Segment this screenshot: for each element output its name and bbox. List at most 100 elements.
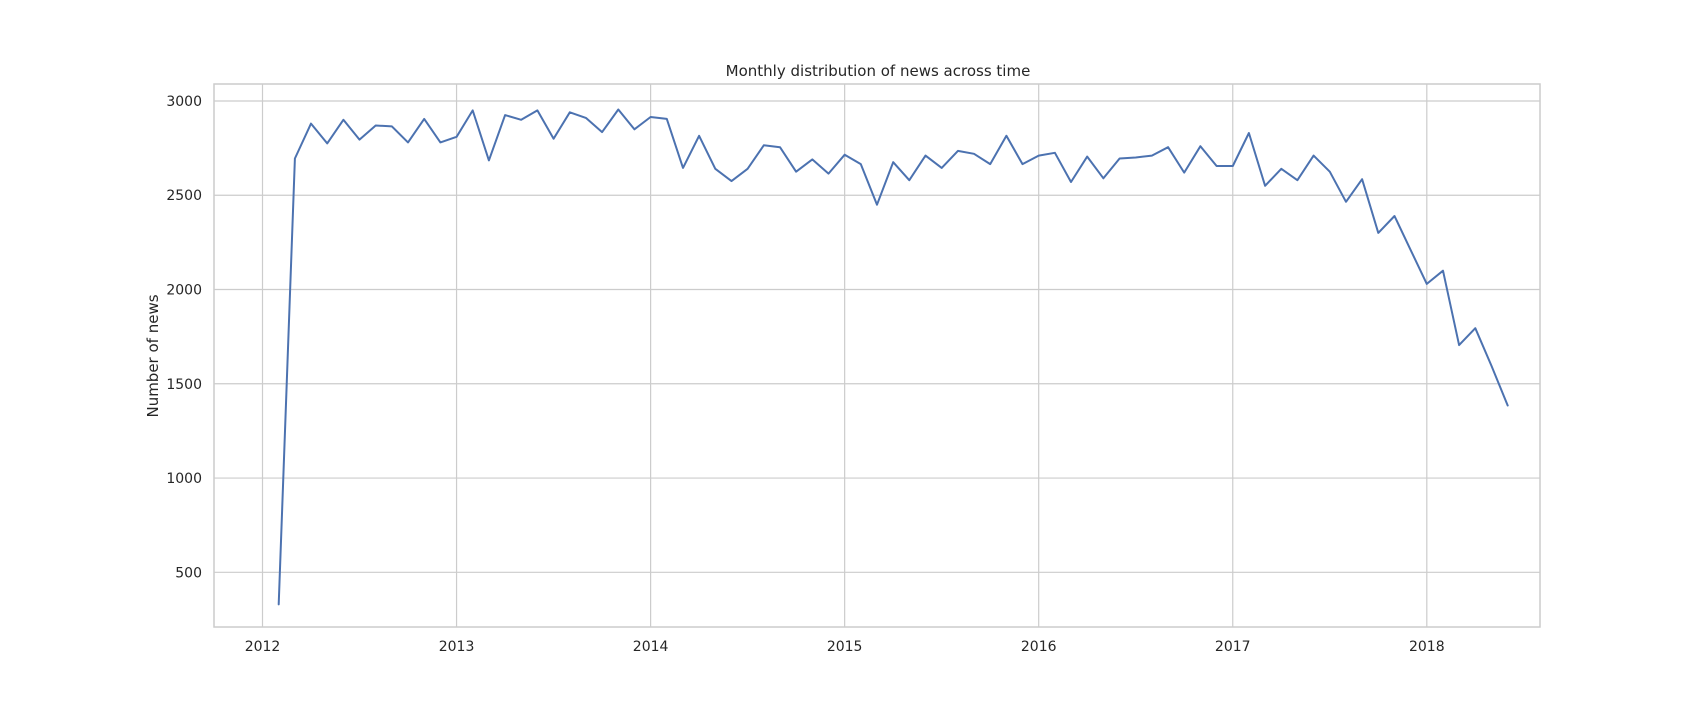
data-point <box>1458 344 1460 346</box>
data-point <box>1232 165 1234 167</box>
data-point <box>892 161 894 163</box>
data-point <box>941 167 943 169</box>
data-point <box>359 139 361 141</box>
data-point <box>795 171 797 173</box>
data-point <box>973 153 975 155</box>
x-tick-label: 2015 <box>827 639 863 655</box>
data-point <box>1329 171 1331 173</box>
grid-lines <box>214 84 1540 627</box>
data-point <box>828 173 830 175</box>
data-point <box>569 111 571 113</box>
data-point <box>1167 146 1169 148</box>
x-tick-label: 2013 <box>439 639 475 655</box>
data-point <box>1345 201 1347 203</box>
data-point <box>876 204 878 206</box>
data-point <box>908 179 910 181</box>
data-point <box>375 125 377 127</box>
data-point <box>1119 158 1121 160</box>
data-point <box>536 109 538 111</box>
y-tick-label: 3000 <box>166 94 202 110</box>
x-tick-label: 2017 <box>1215 639 1251 655</box>
y-axis-label: Number of news <box>144 294 162 417</box>
data-point <box>682 167 684 169</box>
data-point <box>989 163 991 165</box>
data-point <box>1054 152 1056 154</box>
data-point <box>1005 135 1007 137</box>
data-point <box>1442 270 1444 272</box>
data-point <box>714 168 716 170</box>
data-point <box>601 131 603 133</box>
y-tick-label: 2000 <box>166 283 202 299</box>
plot-frame <box>213 83 1541 628</box>
data-point <box>650 116 652 118</box>
data-point <box>407 141 409 143</box>
data-point <box>488 159 490 161</box>
series-layer <box>277 108 1509 606</box>
data-point <box>731 180 733 182</box>
data-point <box>520 119 522 121</box>
data-point <box>666 118 668 120</box>
y-tick-label: 2500 <box>166 188 202 204</box>
data-point <box>1102 177 1104 179</box>
data-point <box>1410 249 1412 251</box>
x-axis-ticks: 2012 2013 2014 2015 2016 2017 2018 <box>245 639 1445 655</box>
data-point <box>310 123 312 125</box>
data-point <box>1135 157 1137 159</box>
data-point <box>1507 405 1509 407</box>
data-point <box>763 144 765 146</box>
data-point <box>553 138 555 140</box>
x-tick-label: 2012 <box>245 639 281 655</box>
data-point <box>811 158 813 160</box>
data-point <box>844 154 846 156</box>
data-point <box>1426 283 1428 285</box>
data-point <box>1313 155 1315 157</box>
y-tick-label: 1500 <box>166 377 202 393</box>
data-point <box>1086 156 1088 158</box>
data-point <box>294 158 296 160</box>
data-point <box>1216 165 1218 167</box>
data-point <box>456 136 458 138</box>
data-point <box>326 142 328 144</box>
data-point <box>423 118 425 120</box>
data-point <box>1248 132 1250 134</box>
data-point <box>585 117 587 119</box>
data-point <box>504 114 506 116</box>
data-point <box>779 146 781 148</box>
chart-title: Monthly distribution of news across time <box>726 62 1031 80</box>
x-tick-label: 2014 <box>633 639 669 655</box>
data-point <box>1070 181 1072 183</box>
y-tick-label: 500 <box>175 565 202 581</box>
data-point <box>1022 163 1024 165</box>
x-tick-label: 2018 <box>1409 639 1445 655</box>
data-point <box>439 141 441 143</box>
data-point <box>957 150 959 152</box>
y-tick-label: 1000 <box>166 471 202 487</box>
data-point <box>1394 215 1396 217</box>
y-axis-ticks: 500 1000 1500 2000 2500 3000 <box>166 94 202 581</box>
data-point <box>747 168 749 170</box>
data-point <box>1280 168 1282 170</box>
data-point <box>1296 179 1298 181</box>
data-point <box>617 109 619 111</box>
data-point <box>860 163 862 165</box>
data-point <box>278 603 280 605</box>
data-point <box>391 125 393 127</box>
data-point <box>1183 172 1185 174</box>
x-tick-label: 2016 <box>1021 639 1057 655</box>
data-point <box>633 128 635 130</box>
data-point <box>1151 155 1153 157</box>
series-line <box>277 108 1509 606</box>
data-point <box>1474 327 1476 329</box>
data-point <box>1264 185 1266 187</box>
data-point <box>1491 365 1493 367</box>
data-point <box>342 119 344 121</box>
data-point <box>1199 145 1201 147</box>
data-point <box>472 109 474 111</box>
data-point <box>698 135 700 137</box>
data-point <box>1038 155 1040 157</box>
data-point <box>1361 178 1363 180</box>
data-point <box>1377 232 1379 234</box>
data-point <box>925 155 927 157</box>
